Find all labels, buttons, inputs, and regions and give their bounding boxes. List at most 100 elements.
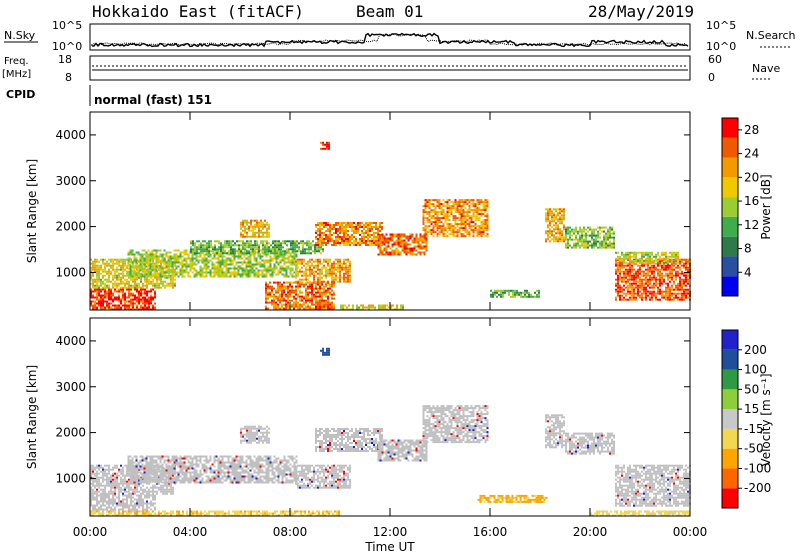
- power-cell-2: [231, 253, 234, 256]
- power-cell-6: [305, 266, 307, 269]
- power-cell-3: [300, 242, 302, 245]
- power-cell-1: [90, 272, 92, 275]
- power-cell-15: [661, 280, 663, 283]
- power-cell-12: [514, 291, 516, 294]
- power-cell-0: [90, 294, 92, 297]
- power-cell-15: [641, 292, 643, 295]
- power-cell-3: [290, 240, 292, 243]
- power-cell-2: [179, 263, 182, 266]
- power-cell-2: [249, 255, 252, 258]
- power-cell-14: [571, 228, 573, 231]
- power-cell-3: [234, 244, 236, 247]
- power-cell-2: [193, 263, 196, 266]
- velocity-cell-0: [96, 496, 98, 499]
- power-cell-7: [365, 224, 367, 226]
- power-cell-13: [553, 216, 555, 219]
- power-cell-9: [434, 213, 437, 216]
- power-cell-5: [319, 303, 321, 306]
- power-cell-9: [476, 233, 479, 236]
- power-cell-5: [319, 283, 321, 286]
- power-cell-14: [569, 234, 571, 237]
- power-cell-4: [254, 233, 256, 236]
- power-cell-16: [671, 253, 673, 256]
- velocity-cell-0: [90, 504, 92, 507]
- power-cell-3: [302, 242, 304, 245]
- power-cell-14: [593, 242, 595, 245]
- power-cell-2: [151, 251, 154, 254]
- freq-panel: [89, 55, 691, 81]
- power-cell-2: [165, 261, 168, 264]
- power-cell-15: [661, 274, 663, 277]
- power-cell-1: [120, 282, 122, 285]
- power-cell-2: [155, 265, 158, 268]
- power-cell-2: [249, 261, 252, 264]
- power-cell-2: [189, 265, 192, 268]
- power-cell-9: [426, 203, 429, 206]
- power-cell-2: [185, 269, 188, 272]
- power-cell-1: [158, 272, 160, 275]
- power-cell-7: [379, 230, 381, 232]
- power-cell-14: [579, 230, 581, 233]
- power-cell-2: [225, 267, 228, 270]
- power-cell-2: [251, 263, 254, 266]
- power-cell-12: [512, 291, 514, 294]
- power-cell-13: [551, 210, 553, 213]
- power-cell-15: [685, 296, 687, 299]
- power-cell-6: [307, 278, 309, 281]
- power-cell-5: [315, 295, 317, 298]
- power-cell-2: [265, 261, 268, 264]
- power-cell-12: [532, 295, 534, 298]
- power-cell-2: [159, 265, 162, 268]
- power-cell-15: [641, 288, 643, 291]
- power-cell-7: [375, 224, 377, 226]
- power-cell-3: [262, 244, 264, 247]
- power-cell-0: [132, 300, 134, 303]
- power-cell-15: [679, 286, 681, 289]
- power-cell-5: [289, 291, 291, 294]
- power-cell-3: [264, 250, 266, 253]
- power-cell-14: [599, 244, 601, 247]
- power-cell-1: [148, 264, 150, 267]
- power-cell-0: [100, 290, 102, 293]
- power-cell-6: [327, 260, 329, 263]
- power-cell-15: [659, 288, 661, 291]
- power-cell-2: [265, 273, 268, 276]
- power-cell-5: [281, 285, 283, 288]
- velocity-cell-0: [94, 504, 96, 507]
- power-cell-1: [116, 270, 118, 273]
- power-cell-8: [399, 241, 402, 244]
- power-cell-2: [199, 269, 202, 272]
- power-cell-9: [454, 235, 457, 238]
- power-cell-15: [657, 268, 659, 271]
- power-cell-5: [289, 289, 291, 292]
- power-cell-15: [665, 266, 667, 269]
- power-cell-0: [154, 296, 156, 299]
- power-cell-1: [128, 282, 130, 285]
- power-cell-15: [643, 286, 645, 289]
- velocity-cell-0: [106, 508, 108, 511]
- power-cell-8: [397, 239, 400, 242]
- power-cell-0: [100, 296, 102, 299]
- power-cell-14: [575, 244, 577, 247]
- power-cell-15: [631, 298, 633, 301]
- power-cell-15: [667, 292, 669, 295]
- power-cell-14: [565, 246, 567, 249]
- power-cell-9: [450, 205, 453, 208]
- power-cell-4: [256, 219, 258, 222]
- power-cell-15: [677, 282, 679, 285]
- power-cell-12: [524, 289, 526, 292]
- power-cell-9: [460, 213, 463, 216]
- power-cell-14: [565, 244, 567, 247]
- power-cell-1: [162, 284, 164, 287]
- power-cell-12: [500, 295, 502, 298]
- power-cell-9: [468, 221, 471, 224]
- power-cell-15: [649, 278, 651, 281]
- power-cell-2: [163, 273, 166, 276]
- power-cell-1: [114, 282, 116, 285]
- power-cell-9: [460, 219, 463, 222]
- power-cell-8: [405, 253, 408, 256]
- power-cell-15: [651, 276, 653, 279]
- power-cell-7: [331, 238, 333, 240]
- power-cell-14: [599, 232, 601, 235]
- power-cell-3: [266, 248, 268, 251]
